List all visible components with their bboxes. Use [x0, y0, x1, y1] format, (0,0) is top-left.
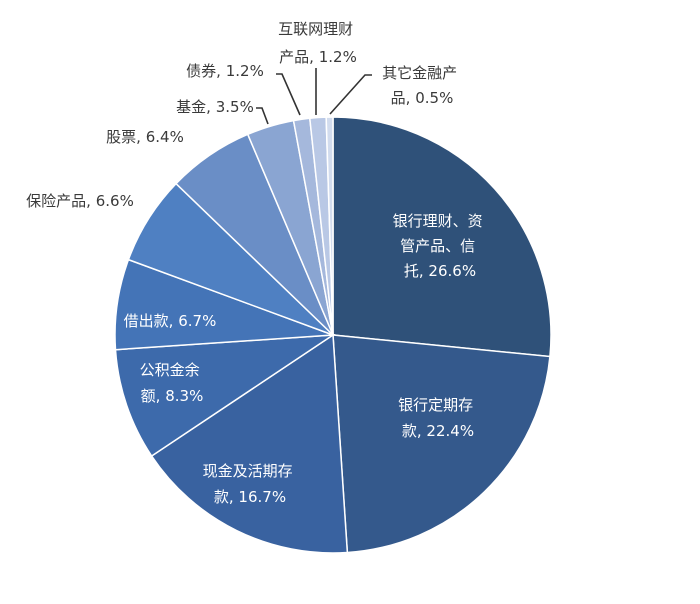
leader-line-qi-ta — [329, 74, 372, 115]
leader-line-zhai-quan — [276, 73, 301, 116]
pie-slice-2 — [150, 333, 349, 554]
slice-label: 保险产品, 6.6% — [26, 192, 134, 210]
pie-slice-0 — [332, 116, 552, 358]
slice-label: 基金, 3.5% — [176, 98, 254, 116]
slice-label: 其它金融产 品, 0.5% — [382, 64, 462, 107]
slice-label: 股票, 6.4% — [106, 128, 184, 146]
pie-slice-10 — [325, 116, 334, 336]
leader-line-ji-jin — [256, 107, 269, 125]
leader-lines — [256, 68, 372, 125]
slice-label: 公积金余 额, 8.3% — [140, 361, 205, 405]
slice-label: 银行理财、资 管产品、信 托, 26.6% — [393, 212, 488, 280]
slice-label: 债券, 1.2% — [186, 62, 264, 80]
slice-labels: 银行理财、资 管产品、信 托, 26.6% 银行定期存 款, 22.4% 现金及… — [26, 20, 488, 506]
slice-label: 银行定期存 款, 22.4% — [398, 396, 478, 440]
pie-slice-1 — [332, 334, 551, 554]
slice-label: 借出款, 6.7% — [124, 312, 217, 330]
pie-slice-3 — [114, 334, 336, 458]
pie-slices — [114, 116, 552, 554]
slice-label: 现金及活期存 款, 16.7% — [203, 462, 298, 506]
slice-label: 互联网理财 产品, 1.2% — [278, 20, 358, 66]
